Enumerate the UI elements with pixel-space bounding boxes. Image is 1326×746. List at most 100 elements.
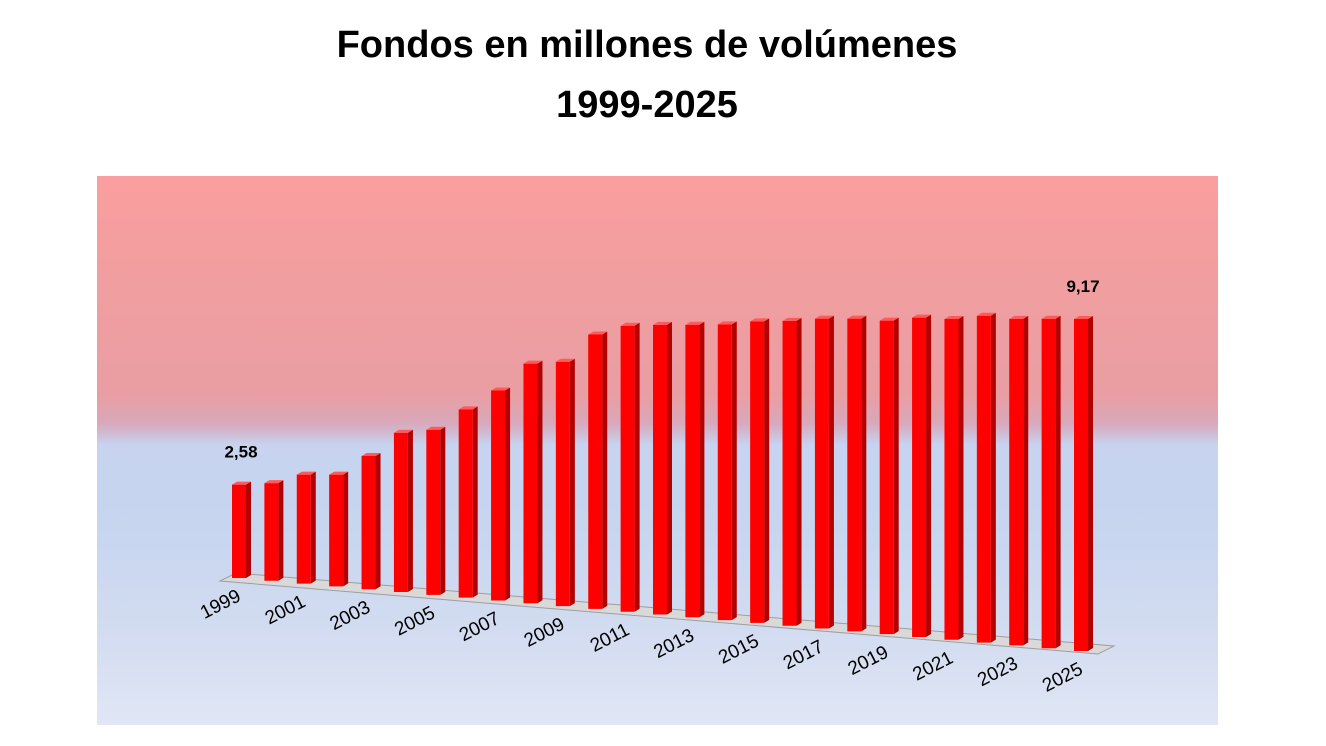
bar-front-2003 (361, 456, 376, 590)
bar-side-2008 (537, 360, 543, 604)
bar-side-2005 (440, 426, 446, 595)
x-tick-label-2011: 2011 (587, 619, 633, 656)
bar-front-2021 (944, 319, 959, 640)
bar-top-2021 (944, 316, 964, 320)
bar-2000 (264, 480, 284, 581)
bar-side-2013 (699, 321, 705, 618)
bar-side-2012 (667, 321, 672, 615)
bar-front-2008 (523, 363, 538, 604)
bar-top-1999 (232, 481, 251, 485)
bar-side-2015 (764, 318, 770, 623)
bar-2016 (782, 317, 802, 626)
bar-front-2023 (1009, 318, 1024, 646)
bar-2006 (458, 406, 478, 598)
bar-front-2022 (976, 315, 991, 643)
bar-top-2015 (750, 318, 770, 322)
bar-top-2023 (1009, 315, 1029, 319)
bar-2017 (814, 315, 834, 629)
bar-side-2009 (569, 358, 575, 607)
bar-top-2001 (296, 471, 316, 475)
bar-top-2012 (653, 321, 672, 325)
bar-top-2017 (814, 315, 834, 319)
bar-side-2003 (375, 453, 381, 590)
bar-2022 (976, 312, 996, 643)
bar-top-2022 (976, 312, 996, 316)
bar-2018 (847, 315, 867, 632)
bar-side-2019 (893, 317, 899, 635)
bar-top-2008 (523, 360, 543, 364)
bar-2001 (296, 471, 316, 584)
x-tick-label-2019: 2019 (845, 642, 892, 680)
bar-top-2016 (782, 317, 802, 321)
chart-subtitle: 1999-2025 (556, 84, 738, 126)
x-tick-label-2017: 2017 (780, 636, 827, 674)
bar-front-2014 (717, 324, 732, 621)
bar-2023 (1009, 315, 1029, 646)
bar-top-2011 (620, 322, 640, 326)
bar-front-2024 (1041, 318, 1056, 649)
x-tick-label-2025: 2025 (1039, 659, 1086, 697)
x-tick-label-2023: 2023 (974, 653, 1021, 691)
bar-front-2016 (782, 320, 797, 626)
bar-front-2019 (879, 320, 894, 635)
x-tick-label-2009: 2009 (521, 614, 568, 652)
bar-front-2009 (555, 361, 570, 607)
bar-top-2009 (555, 358, 575, 362)
bar-2009 (555, 358, 575, 607)
bar-side-2024 (1055, 315, 1061, 649)
bar-top-2014 (717, 321, 737, 325)
bar-side-2023 (1023, 315, 1029, 646)
bar-side-2018 (861, 315, 867, 632)
bar-2011 (620, 322, 640, 612)
x-tick-label-2015: 2015 (715, 631, 762, 669)
bar-2004 (393, 429, 413, 593)
bar-side-2016 (796, 317, 802, 626)
bar-2013 (685, 321, 705, 618)
bar-top-2004 (393, 429, 413, 433)
bar-side-2001 (310, 471, 316, 584)
x-tick-label-2003: 2003 (327, 597, 374, 635)
bar-2024 (1041, 315, 1061, 649)
data-label-1999: 2,58 (224, 443, 257, 462)
bar-top-2000 (264, 480, 284, 484)
bar-front-2004 (393, 432, 408, 593)
bar-side-2017 (828, 315, 834, 629)
bar-top-2007 (491, 387, 511, 391)
bar-2008 (523, 360, 543, 604)
bar-side-1999 (246, 481, 251, 578)
bar-side-2006 (472, 406, 478, 598)
bar-front-2011 (620, 325, 635, 612)
bar-2003 (361, 453, 381, 590)
bar-side-2025 (1088, 316, 1093, 651)
bar-2002 (329, 471, 349, 587)
bar-side-2011 (634, 322, 640, 612)
bar-front-2017 (814, 318, 829, 629)
bar-2015 (750, 318, 770, 623)
bar-side-2010 (602, 331, 608, 609)
x-tick-label-1999: 1999 (197, 586, 244, 624)
bar-top-2025 (1074, 316, 1093, 320)
bar-top-2003 (361, 453, 381, 457)
bar-top-2018 (847, 315, 867, 319)
bar-front-2005 (426, 429, 441, 595)
bar-top-2020 (912, 314, 932, 318)
bar-front-2012 (653, 324, 667, 615)
x-tick-label-2001: 2001 (262, 591, 309, 629)
bar-front-2013 (685, 324, 700, 618)
x-tick-label-2013: 2013 (650, 625, 697, 663)
x-tick-label-2005: 2005 (391, 603, 438, 641)
bar-2007 (491, 387, 511, 601)
x-tick-label-2007: 2007 (456, 608, 503, 646)
bar-front-2010 (588, 334, 603, 609)
bar-2020 (912, 314, 932, 637)
bar-top-2002 (329, 471, 349, 475)
bar-2025 (1074, 316, 1093, 651)
bar-front-2025 (1074, 319, 1088, 651)
bar-front-2020 (912, 317, 927, 637)
bar-top-2010 (588, 331, 608, 335)
x-tick-label-2021: 2021 (910, 648, 957, 686)
bar-side-2004 (407, 429, 413, 593)
bar-front-2000 (264, 483, 279, 581)
bar-side-2000 (278, 480, 284, 581)
